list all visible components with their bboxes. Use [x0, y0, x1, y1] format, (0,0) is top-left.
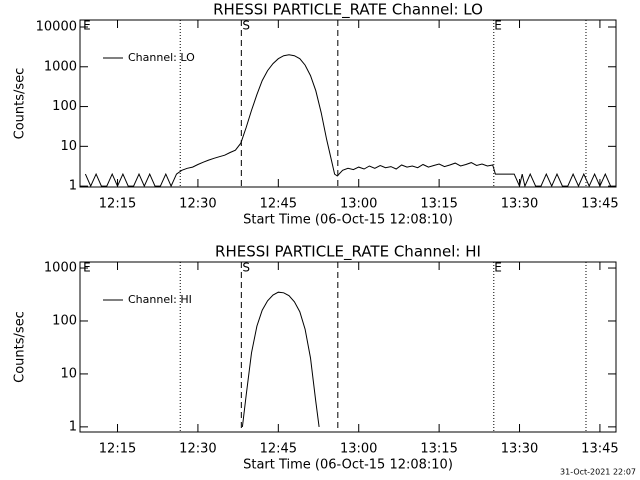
x-tick-label: 13:00	[340, 442, 377, 457]
x-tick-label: 12:45	[260, 197, 297, 212]
x-tick-label: 13:00	[340, 197, 377, 212]
data-line	[241, 291, 320, 427]
x-axis-label: Start Time (06-Oct-15 12:08:10)	[243, 458, 453, 473]
x-tick-label: 13:30	[501, 442, 538, 457]
x-tick-label: 13:45	[581, 197, 618, 212]
x-tick-label: 13:15	[420, 442, 457, 457]
x-tick-label: 12:15	[99, 197, 136, 212]
y-tick-label: 1000	[44, 261, 77, 276]
y-axis-label: Counts/sec	[13, 311, 28, 383]
y-tick-label: 10	[60, 366, 77, 381]
y-tick-label: 100	[52, 313, 77, 328]
marker-label: S	[242, 261, 250, 275]
marker-label: E	[83, 261, 91, 275]
y-tick-label: 1	[69, 179, 77, 194]
marker-label: E	[494, 19, 502, 33]
y-tick-label: 10000	[36, 20, 77, 35]
data-line	[84, 54, 612, 187]
plot-frame	[79, 261, 617, 433]
y-tick-label: 1000	[44, 59, 77, 74]
chart-title: RHESSI PARTICLE_RATE Channel: HI	[215, 243, 481, 262]
plot-frame	[79, 19, 617, 188]
marker-label: S	[242, 19, 250, 33]
marker-label: E	[494, 261, 502, 275]
y-tick-label: 10	[60, 139, 77, 154]
y-axis-label: Counts/sec	[13, 68, 28, 140]
x-tick-label: 12:15	[99, 442, 136, 457]
x-tick-label: 13:45	[581, 442, 618, 457]
legend-label: Channel: HI	[128, 293, 192, 306]
x-tick-label: 12:30	[179, 442, 216, 457]
legend-label: Channel: LO	[128, 51, 195, 64]
marker-label: E	[83, 19, 91, 33]
x-tick-label: 13:15	[420, 197, 457, 212]
x-tick-label: 12:45	[260, 442, 297, 457]
x-tick-label: 13:30	[501, 197, 538, 212]
x-tick-label: 12:30	[179, 197, 216, 212]
footer: 31-Oct-2021 22:07	[560, 468, 636, 477]
y-tick-label: 1	[69, 419, 77, 434]
chart-title: RHESSI PARTICLE_RATE Channel: LO	[213, 1, 483, 20]
y-tick-label: 100	[52, 99, 77, 114]
x-axis-label: Start Time (06-Oct-15 12:08:10)	[243, 213, 453, 228]
